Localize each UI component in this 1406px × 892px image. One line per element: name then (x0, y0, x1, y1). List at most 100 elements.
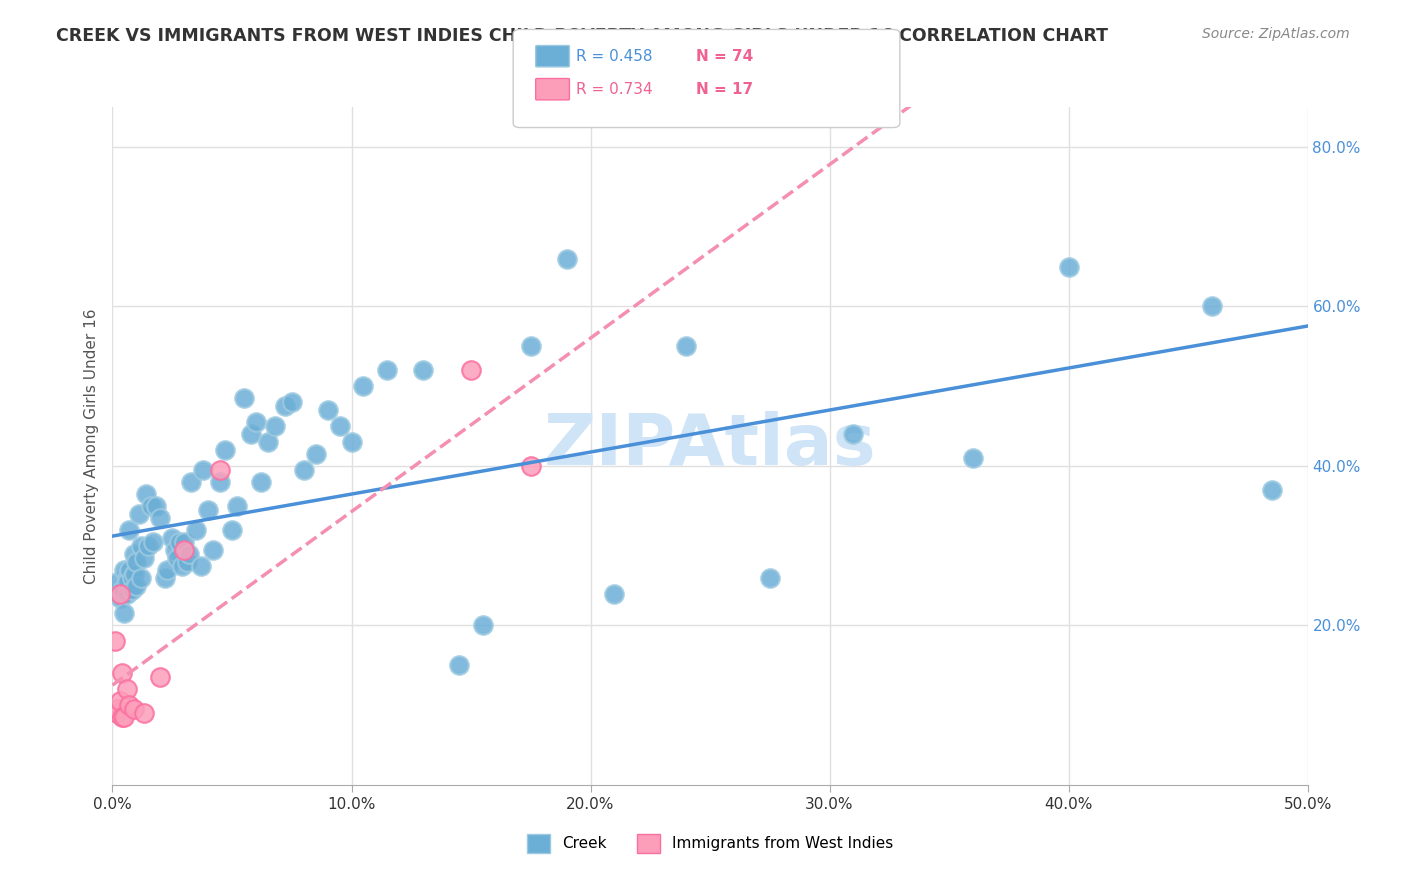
Immigrants from West Indies (105, 706, 128, 721)
Creek (214, 442, 236, 457)
Creek (138, 539, 160, 553)
Immigrants from West Indies (173, 542, 195, 557)
Creek (221, 523, 243, 537)
Creek (176, 555, 198, 569)
Creek (675, 339, 697, 353)
Creek (118, 523, 141, 537)
Creek (245, 415, 267, 429)
Creek (209, 475, 232, 489)
Creek (197, 503, 219, 517)
Creek (170, 558, 193, 573)
Creek (115, 574, 138, 589)
Creek (305, 447, 328, 461)
Creek (472, 618, 495, 632)
Creek (377, 363, 399, 377)
Immigrants from West Indies (111, 710, 134, 724)
Creek (115, 586, 138, 600)
Immigrants from West Indies (132, 706, 155, 721)
Creek (962, 450, 984, 465)
Creek (1261, 483, 1284, 497)
Creek (122, 566, 145, 581)
Immigrants from West Indies (209, 463, 232, 477)
Creek (177, 547, 200, 561)
Immigrants from West Indies (115, 682, 138, 697)
Creek (316, 403, 339, 417)
Creek (292, 463, 315, 477)
Immigrants from West Indies (520, 458, 543, 473)
Immigrants from West Indies (108, 694, 131, 708)
Text: N = 74: N = 74 (696, 49, 754, 63)
Text: R = 0.458: R = 0.458 (576, 49, 652, 63)
Immigrants from West Indies (122, 702, 145, 716)
Immigrants from West Indies (105, 702, 128, 716)
Creek (108, 591, 131, 605)
Creek (162, 531, 183, 545)
Immigrants from West Indies (149, 670, 172, 684)
Y-axis label: Child Poverty Among Girls Under 16: Child Poverty Among Girls Under 16 (83, 309, 98, 583)
Creek (122, 547, 145, 561)
Creek (128, 507, 150, 521)
Creek (329, 419, 352, 434)
Creek (129, 539, 152, 553)
Immigrants from West Indies (104, 634, 127, 648)
Creek (135, 487, 157, 501)
Immigrants from West Indies (118, 698, 141, 713)
Creek (842, 427, 865, 442)
Creek (163, 542, 186, 557)
Text: ZIPAtlas: ZIPAtlas (544, 411, 876, 481)
Immigrants from West Indies (460, 363, 482, 377)
Creek (240, 427, 263, 442)
Creek (139, 499, 162, 513)
Creek (759, 571, 782, 585)
Text: R = 0.734: R = 0.734 (576, 82, 652, 96)
Creek (273, 399, 295, 413)
Creek (121, 571, 143, 585)
Creek (249, 475, 271, 489)
Creek (193, 463, 215, 477)
Text: Source: ZipAtlas.com: Source: ZipAtlas.com (1202, 27, 1350, 41)
Legend: Creek, Immigrants from West Indies: Creek, Immigrants from West Indies (520, 828, 900, 859)
Creek (149, 510, 172, 524)
Creek (412, 363, 434, 377)
Creek (114, 563, 135, 577)
Creek (166, 550, 188, 565)
Creek (201, 542, 224, 557)
Creek (1057, 260, 1080, 274)
Creek (121, 582, 143, 597)
Text: N = 17: N = 17 (696, 82, 754, 96)
Creek (125, 578, 148, 592)
Immigrants from West Indies (108, 586, 131, 600)
Immigrants from West Indies (114, 710, 135, 724)
Creek (132, 550, 155, 565)
Creek (173, 534, 195, 549)
Creek (156, 563, 179, 577)
Creek (352, 379, 374, 393)
Creek (603, 586, 626, 600)
Immigrants from West Indies (111, 666, 134, 681)
Creek (169, 534, 191, 549)
Creek (555, 252, 578, 266)
Creek (145, 499, 167, 513)
Creek (190, 558, 212, 573)
Creek (257, 435, 280, 450)
Creek (153, 571, 176, 585)
Creek (111, 582, 134, 597)
Creek (1201, 300, 1223, 314)
Creek (180, 475, 202, 489)
Creek (447, 658, 470, 673)
Creek (520, 339, 543, 353)
Creek (118, 563, 141, 577)
Creek (105, 574, 128, 589)
Creek (233, 391, 256, 405)
Creek (129, 571, 152, 585)
Creek (264, 419, 287, 434)
Creek (142, 534, 165, 549)
Creek (281, 395, 304, 409)
Creek (125, 555, 148, 569)
Creek (115, 571, 138, 585)
Creek (186, 523, 208, 537)
Creek (114, 607, 135, 621)
Text: CREEK VS IMMIGRANTS FROM WEST INDIES CHILD POVERTY AMONG GIRLS UNDER 16 CORRELAT: CREEK VS IMMIGRANTS FROM WEST INDIES CHI… (56, 27, 1108, 45)
Creek (340, 435, 363, 450)
Creek (225, 499, 247, 513)
